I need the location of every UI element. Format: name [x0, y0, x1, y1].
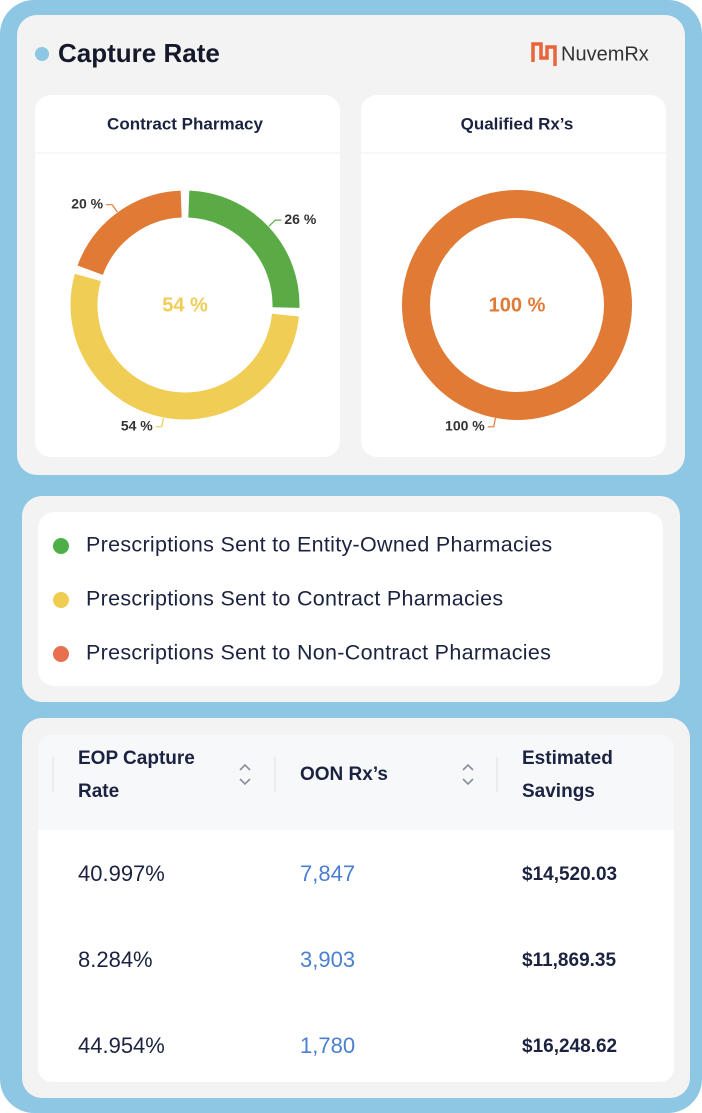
table-cell: $14,520.03 — [522, 864, 617, 885]
table-cell: $11,869.35 — [522, 950, 616, 971]
donut-segment — [187, 190, 300, 308]
legend-dot — [53, 538, 69, 554]
title-dot — [35, 47, 49, 61]
donut-segment — [402, 190, 632, 420]
table-cell: 7,847 — [300, 861, 355, 886]
column-header: Estimated Savings — [522, 748, 613, 802]
table-cell: $16,248.62 — [522, 1036, 617, 1057]
label-leader — [155, 417, 165, 428]
label-leader — [106, 204, 118, 213]
table-cell: 3,903 — [300, 947, 355, 972]
legend-card — [38, 512, 663, 686]
legend-label: Prescriptions Sent to Non-Contract Pharm… — [86, 641, 551, 665]
data-label: 100 % — [445, 418, 485, 434]
legend-dot — [53, 646, 69, 662]
chart-title: Qualified Rx’s — [461, 114, 574, 133]
chart-title: Contract Pharmacy — [107, 114, 263, 133]
sort-icon — [239, 763, 251, 786]
donut-segment — [77, 190, 183, 276]
logo: NuvemRx — [561, 43, 649, 65]
legend-dot — [53, 592, 69, 608]
data-label: 54 % — [121, 418, 153, 434]
column-header[interactable]: OON Rx’s — [300, 764, 388, 785]
table-cell: 1,780 — [300, 1033, 355, 1058]
table-header — [38, 735, 674, 830]
data-label: 26 % — [284, 211, 316, 227]
logo-icon — [531, 42, 557, 66]
label-leader — [487, 417, 497, 428]
donut-segment — [70, 273, 299, 420]
center-label: 54 % — [162, 294, 208, 316]
sort-icon — [462, 763, 474, 786]
table-cell: 40.997% — [78, 861, 165, 886]
table-cell: 44.954% — [78, 1033, 165, 1058]
legend-label: Prescriptions Sent to Contract Pharmacie… — [86, 587, 503, 611]
column-header[interactable]: EOP Capture Rate — [78, 748, 195, 802]
table-cell: 8.284% — [78, 947, 153, 972]
label-leader — [268, 219, 282, 227]
data-label: 20 % — [71, 195, 103, 211]
center-label: 100 % — [489, 294, 546, 316]
legend-label: Prescriptions Sent to Entity-Owned Pharm… — [86, 533, 552, 557]
page-title: Capture Rate — [58, 38, 220, 68]
